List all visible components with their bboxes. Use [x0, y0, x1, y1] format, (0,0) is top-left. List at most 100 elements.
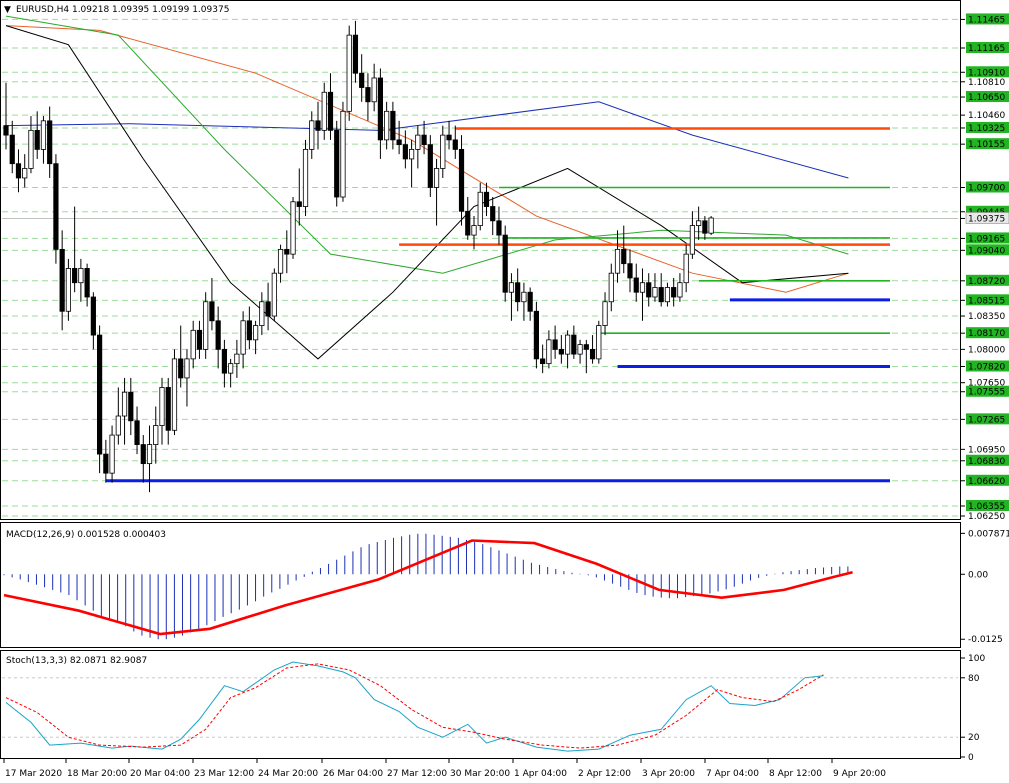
price-level-tag — [966, 138, 1009, 150]
candle-body — [340, 110, 346, 198]
candle-body — [72, 268, 78, 284]
candle-body — [128, 391, 134, 422]
candle-body — [621, 248, 627, 265]
time-tick-label: 18 Mar 20:00 — [67, 769, 127, 779]
price-tick-label: 1.10325 — [968, 124, 1005, 134]
time-tick-label: 26 Mar 04:00 — [323, 769, 383, 779]
price-level-tag — [966, 474, 1009, 486]
candle-body — [346, 34, 352, 112]
candle-body — [240, 320, 246, 355]
candle-body — [284, 248, 290, 255]
moving-average-line — [5, 15, 849, 274]
price-tick-label: 1.07820 — [968, 363, 1005, 373]
candle-body — [115, 415, 121, 436]
price-level-tag — [966, 66, 1009, 78]
time-tick-label: 8 Apr 12:00 — [769, 769, 822, 779]
candle-body — [689, 225, 696, 255]
price-level-tag — [966, 294, 1009, 306]
candle-body — [533, 310, 540, 360]
price-tick-label: 1.06620 — [968, 477, 1005, 487]
candle-body — [402, 144, 408, 160]
macd-label: MACD(12,26,9) 0.001528 0.000403 — [6, 530, 166, 540]
candle-body — [9, 134, 15, 165]
time-tick-label: 17 Mar 2020 — [5, 769, 62, 779]
time-tick-label: 23 Mar 12:00 — [194, 769, 254, 779]
price-tick-label: 1.07265 — [968, 415, 1005, 425]
candle-body — [22, 168, 28, 179]
symbol-dropdown-icon[interactable]: ▼ — [4, 5, 11, 15]
moving-average-line — [5, 101, 849, 179]
price-tick-label: 1.08515 — [968, 296, 1005, 306]
candle-body — [589, 348, 596, 360]
candle-body — [614, 248, 621, 274]
price-tick-label: 1.09375 — [968, 214, 1005, 224]
stoch-tick-label: 80 — [968, 674, 980, 684]
candle-body — [327, 91, 334, 131]
price-level-tag — [966, 41, 1009, 53]
time-tick-label: 24 Mar 20:00 — [258, 769, 318, 779]
candle-body — [215, 320, 221, 350]
candle-body — [209, 301, 215, 322]
candle-body — [384, 110, 390, 141]
candle-body — [296, 201, 302, 207]
candle-body — [502, 234, 508, 293]
macd-panel[interactable] — [0, 522, 961, 648]
candle-body — [15, 163, 22, 179]
candle-body — [577, 344, 583, 355]
price-tick-label: 1.06250 — [968, 512, 1005, 522]
time-tick-label: 9 Apr 20:00 — [833, 769, 886, 779]
candle-body — [203, 301, 209, 350]
candle-body — [471, 225, 477, 236]
price-level-tag — [966, 500, 1009, 512]
candle-body — [440, 134, 446, 169]
candle-body — [496, 220, 502, 236]
candle-body — [371, 77, 377, 103]
price-panel[interactable] — [0, 0, 961, 520]
candle-body — [34, 129, 40, 150]
candle-body — [252, 325, 259, 341]
candle-body — [396, 139, 402, 146]
candle-body — [302, 149, 309, 207]
candle-body — [159, 387, 165, 426]
candle-body — [546, 339, 552, 365]
stoch-tick-label: 100 — [968, 654, 985, 664]
price-level-tag — [966, 91, 1009, 103]
price-tick-label: 1.10460 — [968, 111, 1005, 121]
candle-body — [521, 291, 527, 303]
candle-body — [658, 287, 664, 303]
candle-body — [596, 325, 602, 360]
candle-body — [352, 34, 359, 74]
candle-body — [334, 129, 340, 198]
stoch-main-line — [5, 661, 824, 752]
candle-body — [390, 110, 396, 141]
price-tick-label: 1.09040 — [968, 246, 1005, 256]
candle-body — [359, 72, 365, 88]
price-tick-label: 1.09165 — [968, 234, 1005, 244]
time-tick-label: 3 Apr 20:00 — [642, 769, 695, 779]
price-tick-label: 1.06830 — [968, 457, 1005, 467]
candle-body — [228, 363, 234, 374]
candle-body — [540, 358, 546, 365]
candle-body — [84, 268, 90, 298]
price-level-tag — [966, 413, 1009, 425]
candle-body — [265, 301, 271, 317]
stoch-panel[interactable] — [0, 650, 961, 759]
candle-body — [433, 168, 440, 188]
candle-body — [271, 272, 277, 317]
candle-body — [446, 134, 452, 141]
candle-body — [652, 287, 658, 298]
candle-body — [3, 125, 9, 136]
candle-body — [702, 220, 708, 234]
candle-body — [190, 329, 196, 360]
candle-body — [627, 263, 633, 279]
price-tick-label: 1.08350 — [968, 312, 1005, 322]
candle-body — [309, 120, 315, 150]
candle-body — [671, 287, 677, 298]
candle-body — [696, 220, 702, 226]
macd-tick-label: 0.00 — [968, 570, 988, 580]
candle-body — [408, 149, 415, 160]
time-tick-label: 7 Apr 04:00 — [706, 769, 759, 779]
candle-body — [683, 253, 689, 284]
